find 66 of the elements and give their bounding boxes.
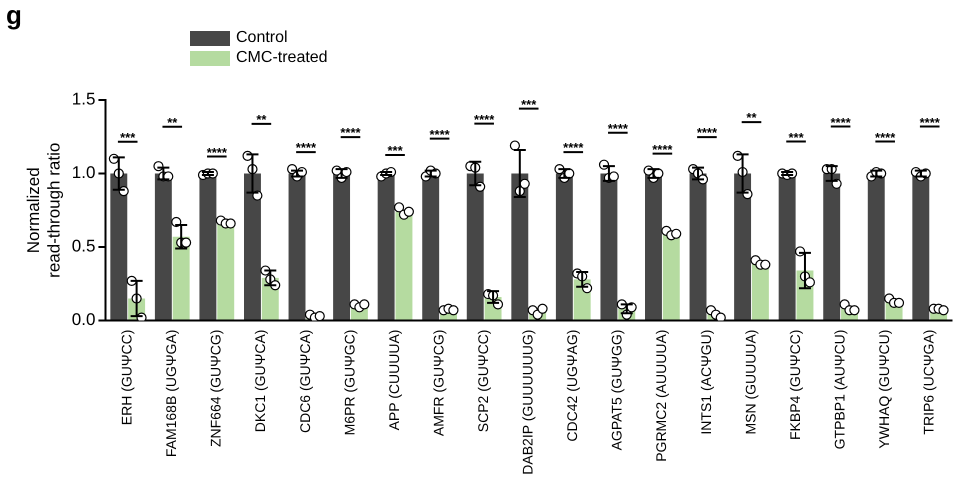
bar <box>912 174 930 320</box>
x-tick-label: APP (CUUUUA) <box>386 330 402 430</box>
y-tick-label: 1.5 <box>72 90 96 109</box>
annotation: *** <box>120 130 136 145</box>
annotation: **** <box>830 114 851 130</box>
bar <box>172 236 190 320</box>
x-tick-label: ZNF664 (GUΨCG) <box>208 330 224 448</box>
annotation: **** <box>696 125 718 140</box>
x-tick-label: AMFR (GUΨCG) <box>430 330 446 436</box>
x-tick-label: FAM168B (UGΨGA) <box>163 330 180 458</box>
x-tick-label: INTS1 (ACΨGU) <box>698 330 714 435</box>
bar <box>110 174 128 320</box>
annotation: ** <box>167 114 178 130</box>
x-tick-label: GTPBP1 (AUΨCU) <box>831 330 848 450</box>
y-tick-label: 0.0 <box>72 310 96 330</box>
bar <box>556 174 573 320</box>
bar <box>154 174 172 320</box>
bar <box>511 174 528 320</box>
bar <box>333 174 350 320</box>
annotation: **** <box>608 120 628 136</box>
annotation: **** <box>652 142 672 157</box>
y-tick-label: 0.5 <box>72 236 96 256</box>
x-tick-label: DAB2IP (GUUUUUUG) <box>520 330 536 475</box>
annotation: *** <box>788 130 804 144</box>
y-tick-label: 1.0 <box>72 163 96 182</box>
x-tick-label: CDC42 (UGΨAG) <box>564 330 580 442</box>
x-tick-label: ERH (GUΨCC) <box>118 330 135 426</box>
bar <box>645 174 662 320</box>
text: g <box>6 0 22 31</box>
x-tick-label: SCP2 (GUΨCC) <box>475 330 492 432</box>
bar <box>378 174 395 320</box>
bar <box>395 212 412 320</box>
bar <box>217 222 234 320</box>
bar <box>244 174 261 320</box>
bar <box>288 174 306 320</box>
annotation: ** <box>256 112 266 127</box>
annotation: **** <box>875 130 896 144</box>
annotation: *** <box>387 143 403 158</box>
legend-label: CMC-treated <box>236 48 328 68</box>
bar <box>734 174 752 320</box>
annotation: **** <box>340 125 361 140</box>
annotation: ** <box>746 110 757 126</box>
x-tick-label: PGRMC2 (AUUUUA) <box>653 330 670 462</box>
annotation: **** <box>429 126 450 142</box>
x-tick-label: M6PR (GUΨGC) <box>341 330 358 436</box>
bar <box>823 174 840 320</box>
annotation: **** <box>474 112 494 127</box>
bar <box>662 234 680 320</box>
x-tick-label: YWHAQ (GUΨCU) <box>876 330 892 449</box>
annotation: **** <box>296 140 316 156</box>
x-tick-label: FKBP4 (GUΨCC) <box>786 330 803 440</box>
annotation: **** <box>206 144 227 160</box>
annotation: *** <box>521 96 536 112</box>
annotation: **** <box>920 114 940 130</box>
bar <box>690 174 706 320</box>
bar <box>466 174 484 320</box>
annotation: **** <box>563 140 584 156</box>
x-tick-label: DKC1 (GUΨCA) <box>252 330 268 432</box>
x-tick-label: CDC6 (GUΨCA) <box>296 330 313 434</box>
y-axis-title: Normalized read-through ratio <box>24 142 64 278</box>
legend-label: Control <box>236 28 288 48</box>
x-tick-label: MSN (GUUUUA) <box>742 330 758 435</box>
bar <box>752 263 769 320</box>
x-tick-label: TRIP6 (UCΨGA) <box>920 330 937 435</box>
x-tick-label: AGPAT5 (GUΨGG) <box>608 330 625 450</box>
bar <box>600 174 618 320</box>
